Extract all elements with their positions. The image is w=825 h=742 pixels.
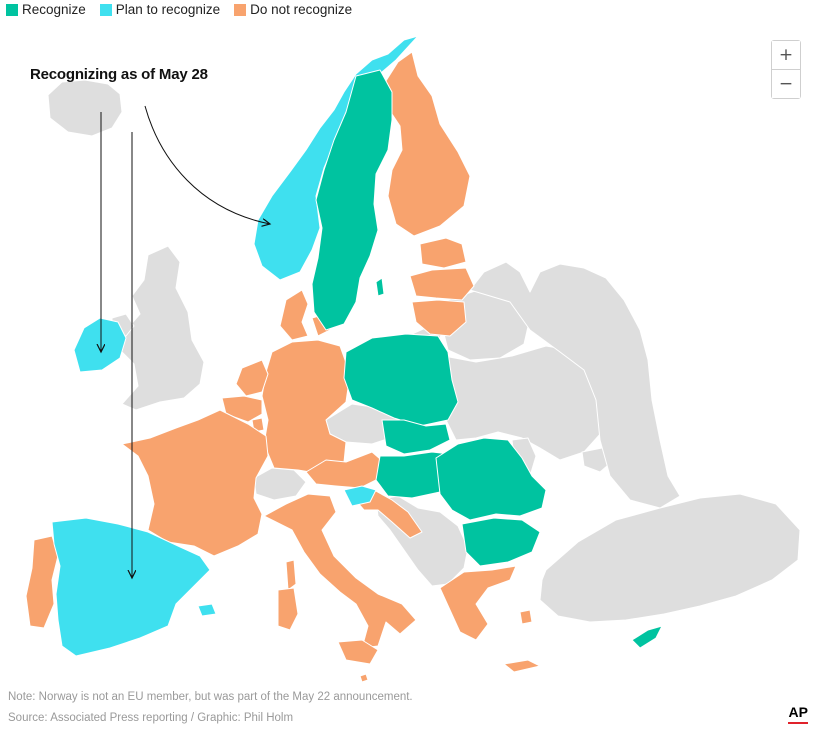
region-ireland[interactable] <box>73 317 127 373</box>
footer-note: Note: Norway is not an EU member, but wa… <box>8 691 413 703</box>
europe-map[interactable] <box>0 22 825 692</box>
zoom-in-button[interactable]: + <box>772 41 800 69</box>
region-slovakia[interactable] <box>381 419 451 455</box>
region-balearic[interactable] <box>197 603 217 617</box>
region-sweden[interactable] <box>311 69 393 331</box>
region-poland[interactable] <box>343 333 459 427</box>
legend-label-not-recognize: Do not recognize <box>250 2 353 17</box>
region-switzerland[interactable] <box>253 467 307 501</box>
region-bulgaria[interactable] <box>461 517 541 567</box>
region-finland[interactable] <box>383 51 471 237</box>
footer-source: Source: Associated Press reporting / Gra… <box>8 712 294 724</box>
legend-label-recognize: Recognize <box>22 2 86 17</box>
region-corsica[interactable] <box>285 559 297 591</box>
region-sicily[interactable] <box>337 639 379 665</box>
region-netherlands[interactable] <box>235 359 269 397</box>
region-denmark[interactable] <box>279 289 309 341</box>
region-slovenia[interactable] <box>343 485 377 507</box>
region-sardinia[interactable] <box>277 587 299 631</box>
legend-swatch-not-recognize <box>234 3 247 16</box>
annotation-title: Recognizing as of May 28 <box>30 66 208 83</box>
region-cyprus[interactable] <box>631 625 663 649</box>
region-romania[interactable] <box>435 437 547 521</box>
region-spain[interactable] <box>51 517 211 657</box>
legend-swatch-plan <box>99 3 112 16</box>
region-greek-islands[interactable] <box>519 609 533 625</box>
region-iceland[interactable] <box>47 79 123 137</box>
legend-label-plan: Plan to recognize <box>115 2 221 17</box>
region-lithuania[interactable] <box>411 299 467 337</box>
legend-item-plan: Plan to recognize <box>99 2 221 17</box>
zoom-divider <box>772 69 800 70</box>
region-gotland[interactable] <box>375 277 385 297</box>
legend: Recognize Plan to recognize Do not recog… <box>6 2 352 17</box>
region-france[interactable] <box>121 409 269 557</box>
arrow-to-norway <box>144 105 270 224</box>
region-estonia[interactable] <box>419 237 467 269</box>
ap-logo: AP <box>788 704 808 720</box>
region-crete[interactable] <box>503 659 541 673</box>
region-greece[interactable] <box>439 565 517 641</box>
annotation-arrows <box>101 105 270 578</box>
region-united-kingdom[interactable] <box>119 245 205 411</box>
region-turkey[interactable] <box>539 493 801 623</box>
region-germany[interactable] <box>261 339 351 475</box>
legend-item-recognize: Recognize <box>6 2 86 17</box>
region-latvia[interactable] <box>409 267 475 301</box>
zoom-out-button[interactable]: − <box>772 70 800 98</box>
zoom-controls: + − <box>771 40 801 99</box>
legend-swatch-recognize <box>6 3 18 16</box>
legend-item-not-recognize: Do not recognize <box>234 2 352 17</box>
region-russia[interactable] <box>469 261 681 509</box>
region-malta[interactable] <box>359 673 369 683</box>
region-portugal[interactable] <box>25 535 59 629</box>
ap-logo-underline <box>788 722 808 724</box>
region-italy[interactable] <box>263 493 417 649</box>
map-container[interactable] <box>0 22 825 692</box>
